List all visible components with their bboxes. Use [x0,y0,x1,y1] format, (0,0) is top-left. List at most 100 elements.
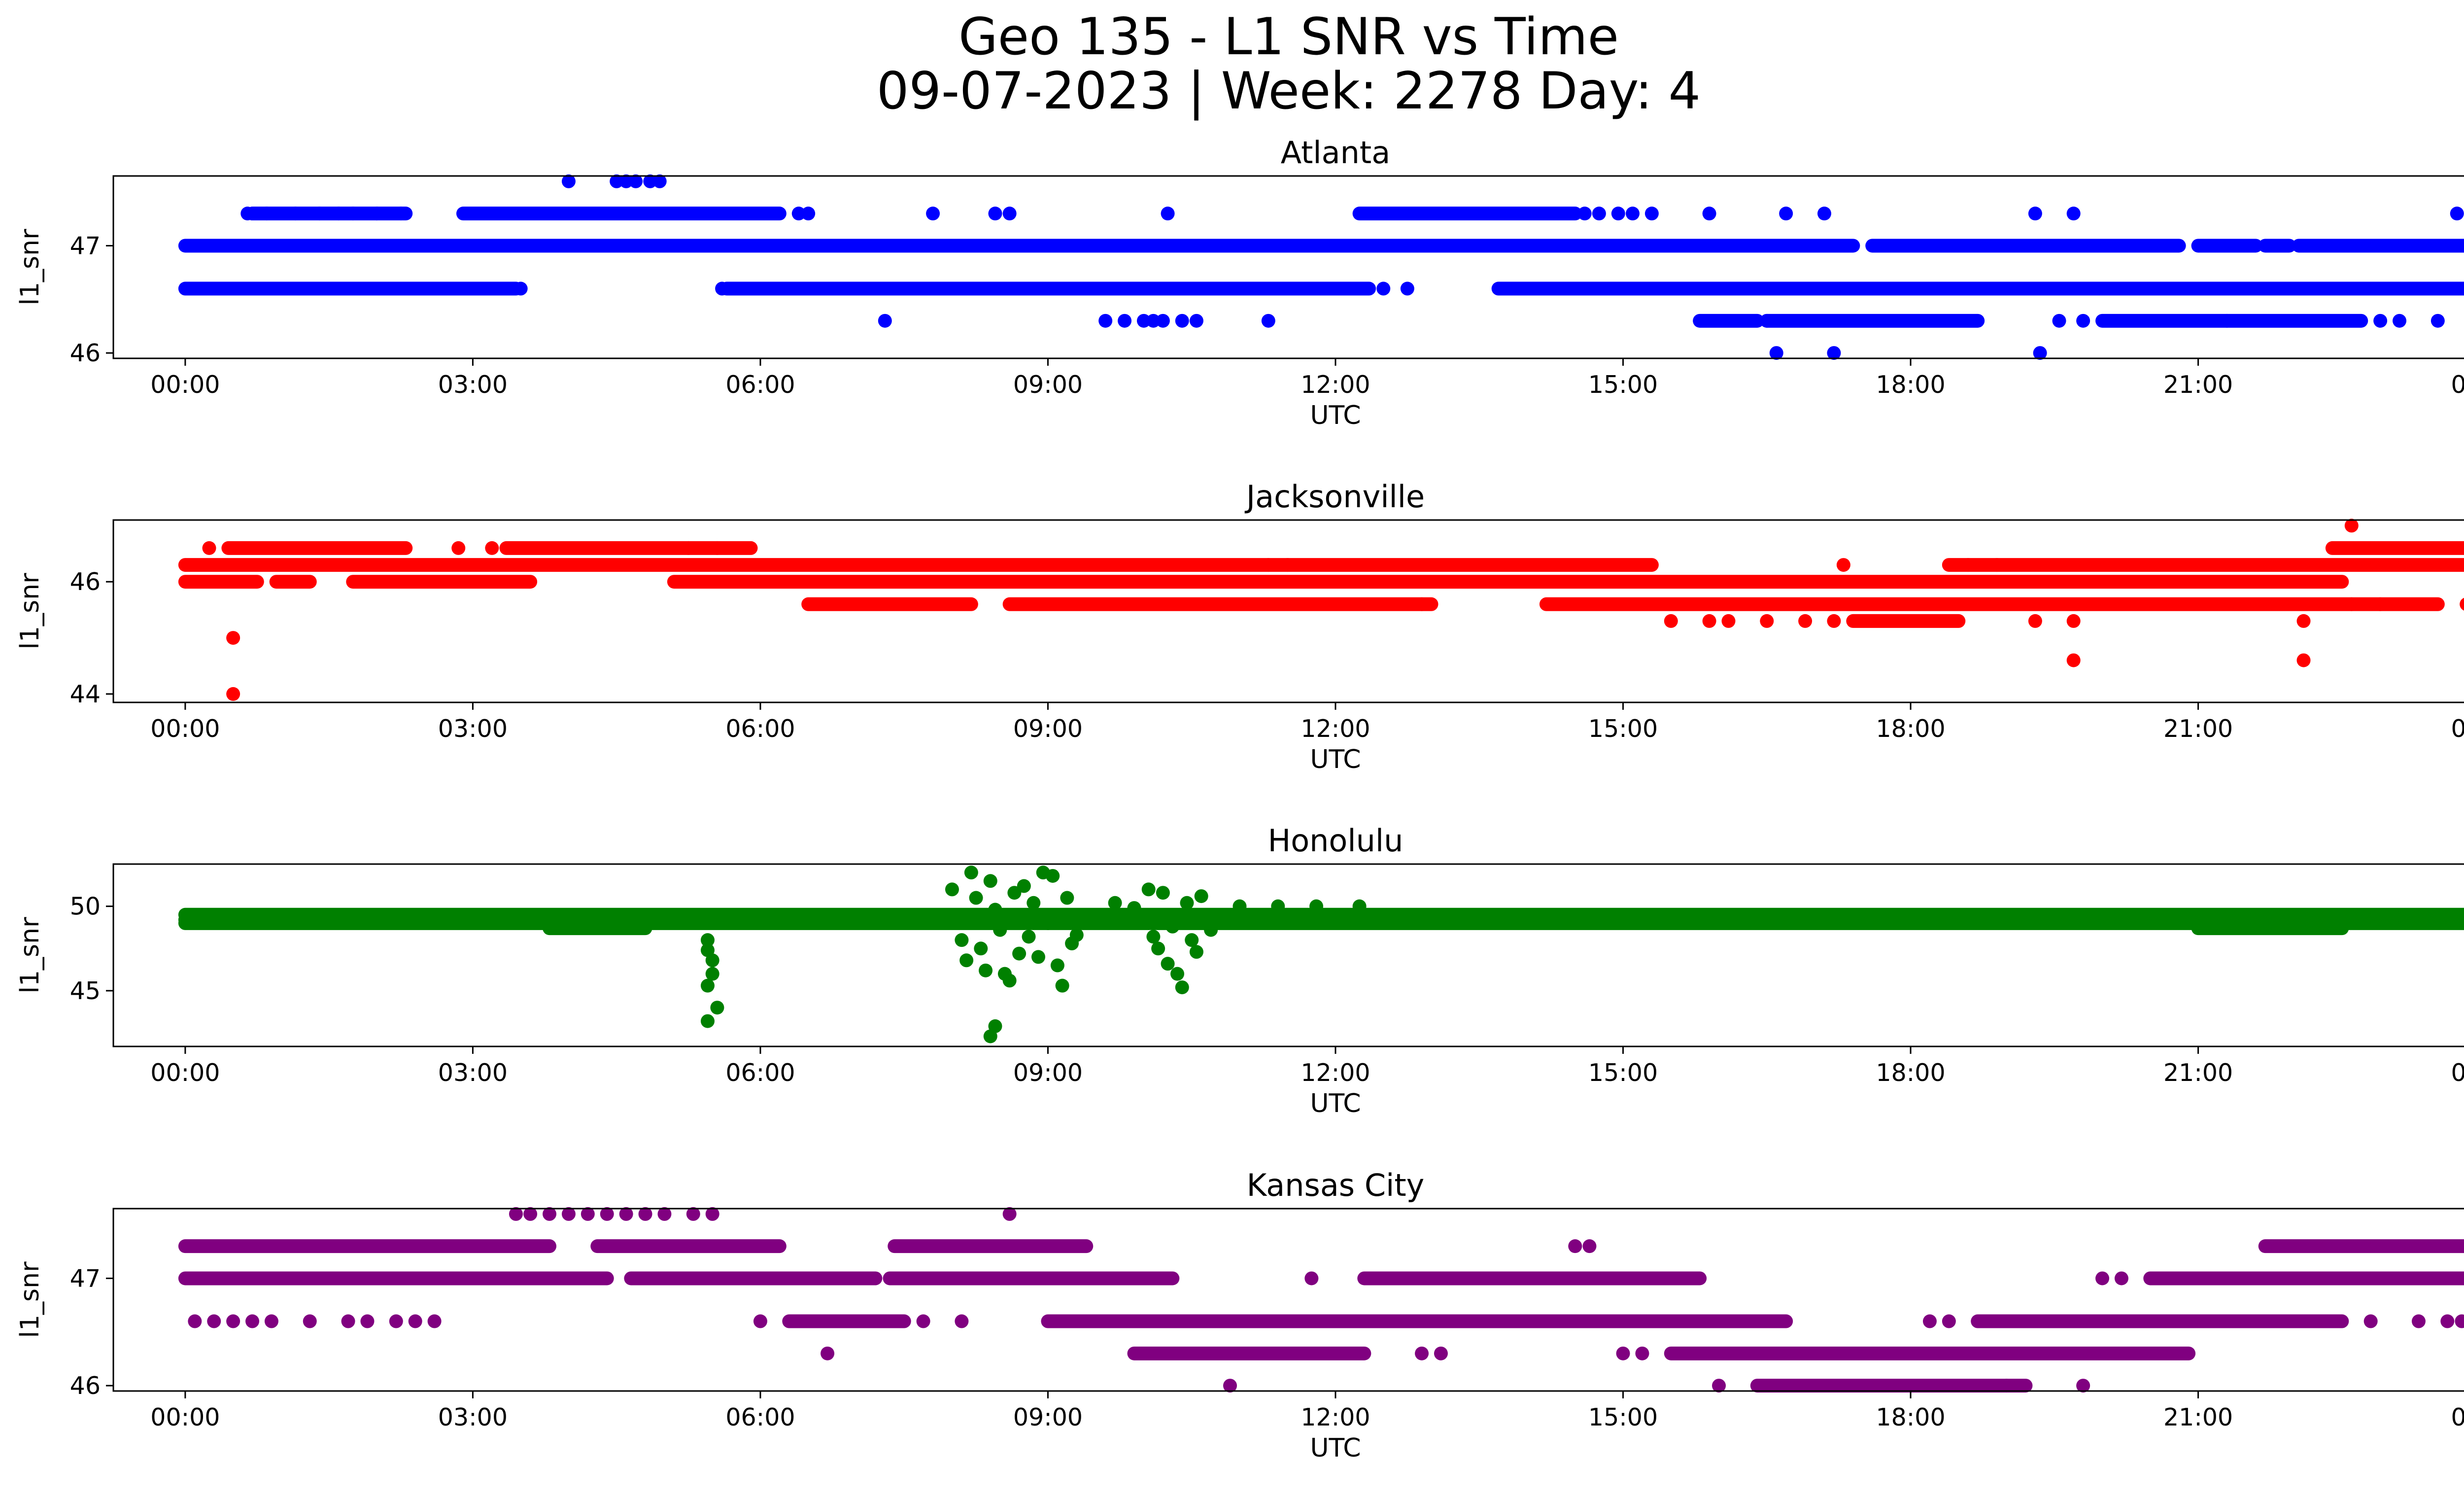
x-tick-label: 12:00 [1300,1403,1370,1431]
data-point [1611,207,1625,221]
data-point [1151,941,1165,956]
data-point [1194,889,1208,904]
data-point [1118,313,1132,328]
data-point [543,1207,557,1221]
figure-title-line2: 09-07-2023 | Week: 2278 Day: 4 [877,62,1701,121]
data-point-cluster [178,916,2464,930]
data-point [370,207,384,221]
data-point-cluster [1127,1346,1371,1360]
data-point [2028,614,2042,628]
data-point [1031,950,1046,964]
x-tick-label: 21:00 [2163,1403,2233,1431]
data-point [983,1029,997,1043]
subplot-atlanta: Atlanta 00:00 03:00 06:00 09:00 12:00 15:00 18:… [15,135,2464,430]
data-point [188,1314,202,1328]
data-point [1271,899,1285,913]
x-tick-label: 18:00 [1876,715,1945,743]
data-point [1050,958,1064,973]
data-point [341,1314,355,1328]
data-point-cluster [624,1271,883,1286]
data-point [1141,882,1156,897]
data-point [1434,1346,1448,1360]
data-point [226,687,240,701]
data-point [1568,1239,1582,1253]
data-point [1170,967,1185,981]
data-point [1223,1379,1237,1393]
data-point [600,1207,614,1221]
data-point [2220,313,2234,328]
data-point [791,207,806,221]
data-point [260,207,274,221]
data-point [1616,1346,1630,1360]
data-point-cluster [883,1271,1180,1286]
subplots: Atlanta 00:00 03:00 06:00 09:00 12:00 15:00 18:… [15,135,2464,1463]
x-tick-label: 06:00 [725,715,795,743]
data-point [715,281,729,296]
data-point [1002,207,1017,221]
data-point [207,1314,221,1328]
data-point [2028,207,2042,221]
data-point [2296,653,2311,667]
data-point [1702,614,1716,628]
data-point [389,1314,403,1328]
x-tick-label: 00:00 [150,715,220,743]
data-point [1161,207,1175,221]
subplot-title: Honolulu [1268,823,1403,859]
data-point [1017,879,1031,893]
data-point [955,933,969,947]
data-point [638,1207,652,1221]
data-point-cluster [2258,1239,2464,1253]
x-axis-label: UTC [1310,745,1361,774]
scatter-series [178,519,2464,701]
data-point [801,207,816,221]
x-tick-label: 06:00 [725,1059,795,1087]
data-point [226,631,240,645]
data-point [657,1207,672,1221]
x-tick-label: 06:00 [725,1403,795,1431]
data-point [2344,597,2359,611]
data-point [303,1314,317,1328]
data-point [1204,923,1218,937]
data-point [2450,207,2464,221]
x-tick-label: 09:00 [1013,1403,1083,1431]
data-point [1002,973,1017,988]
x-tick-label: 00:00 [150,1403,220,1431]
data-point [2455,1314,2464,1328]
y-tick-label: 45 [70,977,101,1005]
y-tick-label: 46 [70,1372,101,1400]
data-point [705,1207,719,1221]
data-point [629,174,643,188]
data-point-cluster [1352,207,1582,221]
data-point [974,941,988,956]
data-point [959,953,974,968]
data-point [360,1314,375,1328]
x-tick-label: 00:00 [150,1059,220,1087]
scatter-series [178,866,2464,1043]
data-point [2344,519,2359,533]
data-point [288,207,303,221]
data-point-cluster [2191,921,2349,936]
data-point [264,1314,278,1328]
data-point-cluster [456,207,787,221]
data-point [1185,933,1199,947]
data-point [1827,614,1841,628]
data-point-cluster [1865,239,2186,253]
data-point [964,866,978,880]
y-tick-label: 47 [70,1264,101,1292]
x-tick-label: 12:00 [1300,715,1370,743]
data-point [2095,1271,2110,1286]
x-tick-label: 03:00 [438,715,508,743]
data-point-cluster [346,575,538,589]
data-point [581,1207,595,1221]
data-point [1027,896,1041,910]
data-point [1635,1346,1649,1360]
data-point-cluster [1760,313,1985,328]
data-point-cluster [543,921,652,936]
x-tick-label: 12:00 [1300,1059,1370,1087]
data-point [1146,930,1161,944]
y-axis-label: l1_snr [15,1261,45,1338]
x-tick-label: 21:00 [2163,715,2233,743]
data-point [1415,597,1429,611]
data-point [1836,558,1850,572]
x-tick-label: 00:00 [2451,715,2464,743]
